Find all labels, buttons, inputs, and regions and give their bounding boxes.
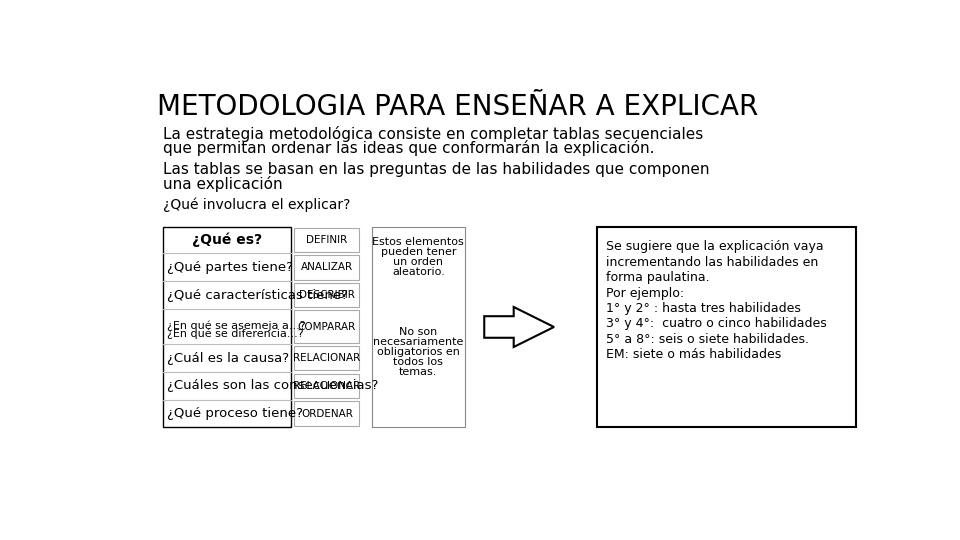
Text: todos los: todos los: [394, 357, 444, 367]
Text: un orden: un orden: [394, 257, 444, 267]
Text: obligatorios en: obligatorios en: [377, 347, 460, 357]
Text: METODOLOGIA PARA ENSEÑAR A EXPLICAR: METODOLOGIA PARA ENSEÑAR A EXPLICAR: [157, 92, 758, 120]
Text: 1° y 2° : hasta tres habilidades: 1° y 2° : hasta tres habilidades: [606, 302, 801, 315]
Text: ¿Qué es?: ¿Qué es?: [191, 233, 262, 247]
Text: una explicación: una explicación: [162, 176, 282, 192]
Bar: [294, 310, 359, 343]
Bar: [294, 228, 359, 252]
Text: Las tablas se basan en las preguntas de las habilidades que componen: Las tablas se basan en las preguntas de …: [162, 162, 709, 177]
Text: incrementando las habilidades en: incrementando las habilidades en: [606, 256, 818, 269]
Bar: [372, 226, 465, 428]
Text: EM: siete o más habilidades: EM: siete o más habilidades: [606, 348, 781, 361]
Text: ¿En qué se asemeja a...?: ¿En qué se asemeja a...?: [167, 320, 306, 331]
Text: aleatorio.: aleatorio.: [392, 267, 444, 278]
Bar: [162, 226, 291, 428]
Polygon shape: [484, 307, 554, 347]
Bar: [294, 346, 359, 370]
Text: ¿Qué características tiene?: ¿Qué características tiene?: [167, 288, 348, 301]
Text: ¿En qué se diferencia...?: ¿En qué se diferencia...?: [167, 328, 304, 339]
Bar: [294, 374, 359, 398]
Bar: [294, 401, 359, 426]
Text: ANALIZAR: ANALIZAR: [300, 262, 353, 272]
Bar: [294, 255, 359, 280]
Text: Por ejemplo:: Por ejemplo:: [606, 287, 684, 300]
Text: RELACIONAR: RELACIONAR: [294, 381, 361, 391]
Text: La estrategia metodológica consiste en completar tablas secuenciales: La estrategia metodológica consiste en c…: [162, 126, 703, 143]
Text: forma paulatina.: forma paulatina.: [606, 271, 709, 284]
Text: ¿Cuál es la causa?: ¿Cuál es la causa?: [167, 352, 289, 365]
Text: 5° a 8°: seis o siete habilidades.: 5° a 8°: seis o siete habilidades.: [606, 333, 809, 346]
Text: Estos elementos: Estos elementos: [372, 237, 465, 247]
Text: Se sugiere que la explicación vaya: Se sugiere que la explicación vaya: [606, 240, 824, 253]
Text: pueden tener: pueden tener: [380, 247, 456, 257]
Text: ¿Qué involucra el explicar?: ¿Qué involucra el explicar?: [162, 197, 350, 212]
Text: DESCRIBIR: DESCRIBIR: [299, 290, 355, 300]
Text: ¿Qué proceso tiene?: ¿Qué proceso tiene?: [167, 407, 303, 420]
Text: que permitan ordenar las ideas que conformarán la explicación.: que permitan ordenar las ideas que confo…: [162, 140, 654, 156]
Text: COMPARAR: COMPARAR: [298, 322, 356, 332]
Text: temas.: temas.: [399, 367, 438, 377]
Text: DEFINIR: DEFINIR: [306, 235, 348, 245]
Bar: [294, 283, 359, 307]
Text: ¿Cuáles son las consecuencias?: ¿Cuáles son las consecuencias?: [167, 380, 378, 393]
Text: necesariamente: necesariamente: [373, 337, 464, 347]
Text: ¿Qué partes tiene?: ¿Qué partes tiene?: [167, 261, 293, 274]
Text: ORDENAR: ORDENAR: [301, 409, 353, 419]
Text: 3° y 4°:  cuatro o cinco habilidades: 3° y 4°: cuatro o cinco habilidades: [606, 318, 827, 330]
Bar: [596, 226, 856, 428]
Text: No son: No son: [399, 327, 438, 337]
Text: RELACIONAR: RELACIONAR: [294, 353, 361, 363]
